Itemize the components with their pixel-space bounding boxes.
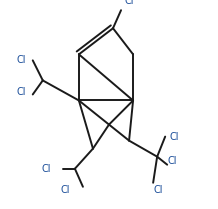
Text: Cl: Cl [167,156,177,166]
Text: Cl: Cl [17,87,26,97]
Text: Cl: Cl [124,0,134,6]
Text: Cl: Cl [169,132,179,142]
Text: Cl: Cl [153,185,163,195]
Text: Cl: Cl [17,55,26,65]
Text: Cl: Cl [61,185,70,195]
Text: Cl: Cl [41,164,51,174]
